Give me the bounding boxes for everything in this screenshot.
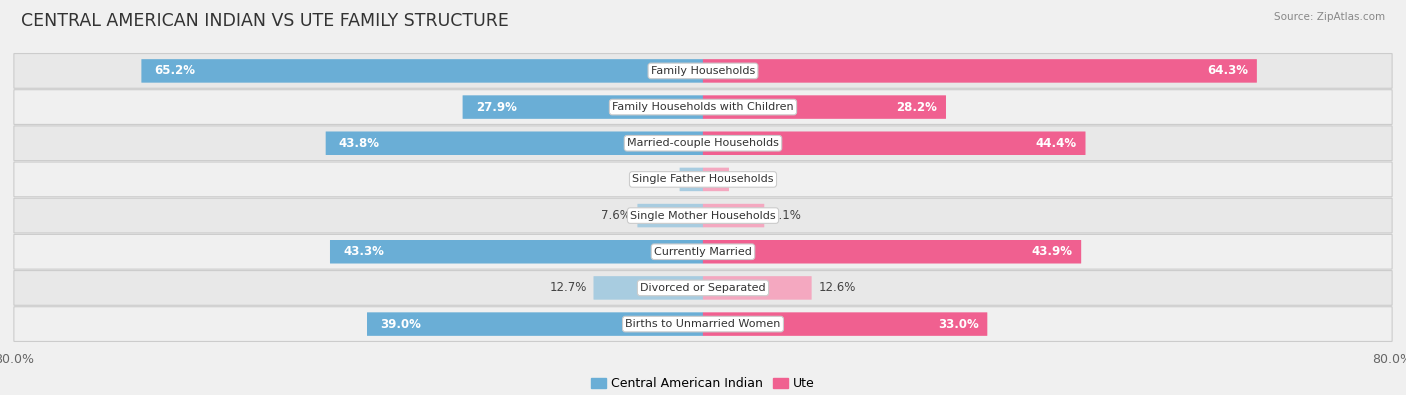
Text: Family Households: Family Households: [651, 66, 755, 76]
Text: 65.2%: 65.2%: [155, 64, 195, 77]
Text: Single Father Households: Single Father Households: [633, 175, 773, 184]
FancyBboxPatch shape: [703, 59, 1257, 83]
FancyBboxPatch shape: [14, 198, 1392, 233]
FancyBboxPatch shape: [14, 162, 1392, 197]
FancyBboxPatch shape: [14, 307, 1392, 341]
FancyBboxPatch shape: [14, 234, 1392, 269]
Text: Currently Married: Currently Married: [654, 247, 752, 257]
Text: 12.7%: 12.7%: [550, 281, 586, 294]
Text: Births to Unmarried Women: Births to Unmarried Women: [626, 319, 780, 329]
FancyBboxPatch shape: [14, 271, 1392, 305]
FancyBboxPatch shape: [367, 312, 703, 336]
FancyBboxPatch shape: [703, 95, 946, 119]
Text: 7.6%: 7.6%: [600, 209, 631, 222]
Text: 7.1%: 7.1%: [770, 209, 801, 222]
FancyBboxPatch shape: [703, 132, 1085, 155]
FancyBboxPatch shape: [14, 54, 1392, 88]
Text: 27.9%: 27.9%: [475, 101, 516, 114]
FancyBboxPatch shape: [14, 126, 1392, 161]
Text: Family Households with Children: Family Households with Children: [612, 102, 794, 112]
FancyBboxPatch shape: [703, 204, 765, 228]
Text: Single Mother Households: Single Mother Households: [630, 211, 776, 220]
Text: 64.3%: 64.3%: [1208, 64, 1249, 77]
Text: Married-couple Households: Married-couple Households: [627, 138, 779, 148]
FancyBboxPatch shape: [142, 59, 703, 83]
FancyBboxPatch shape: [463, 95, 703, 119]
FancyBboxPatch shape: [703, 240, 1081, 263]
Text: 28.2%: 28.2%: [897, 101, 938, 114]
Text: 2.7%: 2.7%: [643, 173, 673, 186]
FancyBboxPatch shape: [703, 312, 987, 336]
FancyBboxPatch shape: [637, 204, 703, 228]
Legend: Central American Indian, Ute: Central American Indian, Ute: [586, 372, 820, 395]
FancyBboxPatch shape: [593, 276, 703, 300]
FancyBboxPatch shape: [703, 167, 728, 191]
Text: 44.4%: 44.4%: [1036, 137, 1077, 150]
Text: Source: ZipAtlas.com: Source: ZipAtlas.com: [1274, 12, 1385, 22]
Text: CENTRAL AMERICAN INDIAN VS UTE FAMILY STRUCTURE: CENTRAL AMERICAN INDIAN VS UTE FAMILY ST…: [21, 12, 509, 30]
Text: 43.8%: 43.8%: [339, 137, 380, 150]
Text: 33.0%: 33.0%: [938, 318, 979, 331]
FancyBboxPatch shape: [330, 240, 703, 263]
Text: 39.0%: 39.0%: [380, 318, 420, 331]
Text: 43.9%: 43.9%: [1032, 245, 1073, 258]
FancyBboxPatch shape: [326, 132, 703, 155]
FancyBboxPatch shape: [703, 276, 811, 300]
FancyBboxPatch shape: [14, 90, 1392, 124]
Text: Divorced or Separated: Divorced or Separated: [640, 283, 766, 293]
FancyBboxPatch shape: [679, 167, 703, 191]
Text: 3.0%: 3.0%: [735, 173, 765, 186]
Text: 43.3%: 43.3%: [343, 245, 384, 258]
Text: 12.6%: 12.6%: [818, 281, 856, 294]
